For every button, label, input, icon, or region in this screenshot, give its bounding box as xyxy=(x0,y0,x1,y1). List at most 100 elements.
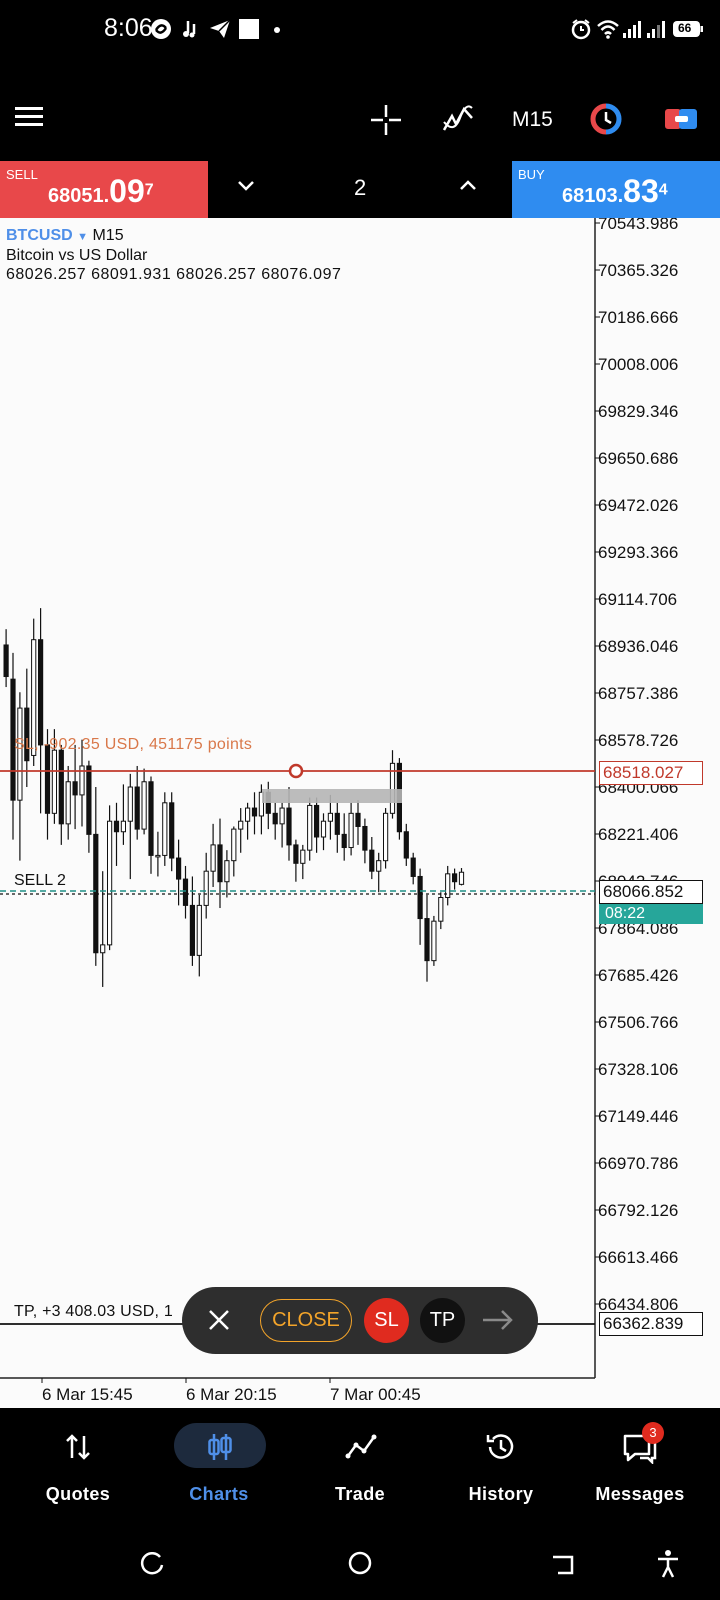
bull-candle xyxy=(307,804,313,851)
bear-candle xyxy=(314,804,320,838)
crosshair-icon[interactable] xyxy=(370,104,402,141)
ohlc-values: 68026.257 68091.931 68026.257 68076.097 xyxy=(6,266,342,283)
bear-candle xyxy=(417,875,423,920)
send-icon xyxy=(208,18,232,45)
bear-candle xyxy=(293,844,299,864)
history-icon xyxy=(485,1431,517,1468)
one-click-trade-bar: SELL 68051.097 2 BUY 68103.834 xyxy=(0,161,720,218)
bull-candle xyxy=(348,812,354,849)
sell-price: 68051.097 xyxy=(48,173,154,209)
music-icon xyxy=(180,18,202,45)
buy-button[interactable]: BUY 68103.834 xyxy=(512,161,720,218)
quotes-icon xyxy=(64,1432,92,1467)
volume-panel: 2 xyxy=(208,161,512,218)
bear-candle xyxy=(72,781,78,796)
bull-candle xyxy=(79,765,85,796)
sell-label: SELL xyxy=(6,167,38,182)
highlight-box xyxy=(262,789,402,803)
back-icon[interactable] xyxy=(550,1552,576,1583)
bull-candle xyxy=(445,873,451,899)
symbol-timeframe: M15 xyxy=(92,227,124,244)
bear-candle xyxy=(272,812,278,825)
bull-candle xyxy=(127,786,133,822)
nav-history[interactable]: History xyxy=(441,1428,561,1508)
take-profit-button[interactable]: TP xyxy=(420,1298,465,1343)
stop-loss-handle[interactable] xyxy=(288,763,304,779)
bear-candle xyxy=(169,802,175,859)
bear-candle xyxy=(286,807,292,846)
bull-candle xyxy=(438,897,444,922)
bull-candle xyxy=(431,920,437,962)
stop-loss-label: SL, -902.35 USD, 451175 points xyxy=(14,736,253,753)
take-profit-label: TP, +3 408.03 USD, 1 xyxy=(14,1303,173,1320)
nav-trade[interactable]: Trade xyxy=(300,1428,420,1508)
bull-candle xyxy=(389,762,396,814)
close-x-icon[interactable] xyxy=(206,1307,232,1338)
accessibility-icon[interactable] xyxy=(655,1549,681,1584)
time-axis-label: 7 Mar 00:45 xyxy=(330,1385,421,1404)
bull-candle xyxy=(155,854,161,858)
symbol-header[interactable]: BTCUSD ▼ M15 xyxy=(6,227,124,245)
volume-value[interactable]: 2 xyxy=(354,175,367,200)
trade-icon xyxy=(345,1432,377,1467)
bear-candle xyxy=(182,878,189,906)
position-action-bar: CLOSE SL TP xyxy=(182,1287,538,1354)
price-axis-label: 67685.426 xyxy=(598,966,678,985)
symbol-dropdown-icon[interactable]: ▼ xyxy=(77,231,89,243)
recent-apps-icon[interactable] xyxy=(140,1552,166,1583)
bull-candle xyxy=(238,820,244,830)
arrow-right-icon[interactable] xyxy=(480,1307,516,1338)
bull-candle xyxy=(245,807,251,822)
current-price-tag: 68066.852 xyxy=(599,880,703,904)
bull-candle xyxy=(458,871,465,885)
volume-increase-icon[interactable] xyxy=(458,175,478,200)
close-position-button[interactable]: CLOSE xyxy=(260,1299,352,1342)
bear-candle xyxy=(334,812,340,835)
price-axis-label: 70008.006 xyxy=(598,355,678,374)
bottom-navigation: Quotes Charts Trade History 3 Messages xyxy=(0,1408,720,1528)
symbol-name[interactable]: BTCUSD xyxy=(6,227,73,244)
bull-candle xyxy=(327,812,333,822)
bear-candle xyxy=(341,833,347,849)
bull-candle xyxy=(162,802,168,856)
time-axis-label: 6 Mar 15:45 xyxy=(42,1385,133,1404)
price-chart[interactable]: 70543.986 70365.326 70186.666 70008.006 6982… xyxy=(0,218,720,1408)
price-axis-label: 69114.706 xyxy=(598,590,677,609)
bear-candle xyxy=(148,781,154,856)
bear-candle xyxy=(189,904,196,956)
bear-candle xyxy=(452,873,458,883)
timeframe-button[interactable]: M15 xyxy=(512,108,553,131)
bull-candle xyxy=(383,812,389,862)
menu-icon[interactable] xyxy=(14,104,44,135)
nav-messages[interactable]: 3 Messages xyxy=(580,1422,700,1508)
volume-decrease-icon[interactable] xyxy=(236,175,256,200)
home-icon[interactable] xyxy=(347,1550,373,1581)
bear-candle xyxy=(217,844,223,883)
alarm-icon xyxy=(570,18,592,45)
indicators-icon[interactable] xyxy=(442,104,474,139)
timeframe-clock-icon[interactable] xyxy=(590,103,622,140)
active-indicator xyxy=(174,1423,266,1468)
price-axis-label: 70543.986 xyxy=(598,218,678,233)
nav-quotes[interactable]: Quotes xyxy=(18,1428,138,1508)
bear-candle xyxy=(355,812,361,827)
bear-candle xyxy=(24,707,30,762)
bull-candle xyxy=(203,870,209,906)
bear-candle xyxy=(44,744,51,814)
sell-button[interactable]: SELL 68051.097 xyxy=(0,161,208,218)
bear-candle xyxy=(38,639,44,746)
bull-candle xyxy=(224,860,230,883)
price-axis-label: 68221.406 xyxy=(598,825,678,844)
chart-area[interactable]: 70543.986 70365.326 70186.666 70008.006 6982… xyxy=(0,218,720,1408)
sell-position-label: SELL 2 xyxy=(14,872,66,889)
take-profit-price-tag: 66362.839 xyxy=(599,1312,703,1336)
trade-toggle-icon[interactable] xyxy=(664,106,698,137)
bear-candle xyxy=(403,831,409,859)
signal-icon xyxy=(622,18,644,45)
stop-loss-button[interactable]: SL xyxy=(364,1298,409,1343)
charts-icon xyxy=(206,1432,234,1467)
bear-candle xyxy=(134,786,140,830)
bull-candle xyxy=(51,749,57,814)
nav-charts[interactable]: Charts xyxy=(159,1423,279,1508)
bull-candle xyxy=(376,860,382,872)
